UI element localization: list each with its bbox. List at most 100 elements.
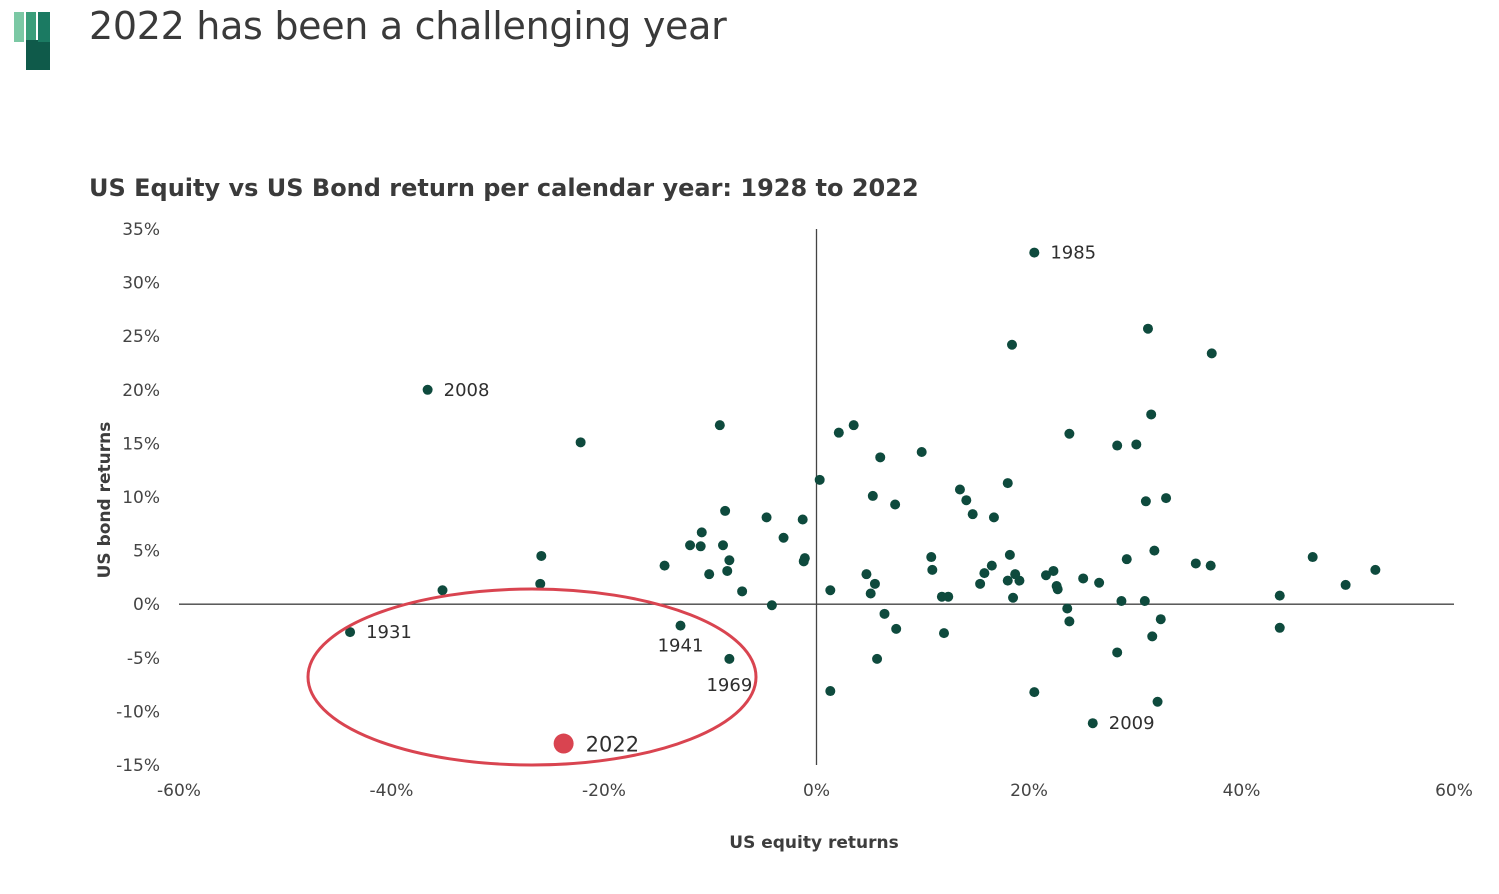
data-point — [1112, 647, 1123, 658]
data-point — [1206, 348, 1217, 359]
page-title: 2022 has been a challenging year — [89, 4, 727, 48]
data-point — [1064, 428, 1075, 439]
highlight-group: 2022 — [306, 587, 758, 767]
point-label: 1985 — [1050, 243, 1096, 264]
data-point — [536, 550, 547, 561]
data-point — [1112, 440, 1123, 451]
data-point — [927, 564, 938, 575]
data-point — [722, 565, 733, 576]
data-point — [535, 578, 546, 589]
data-point — [1152, 696, 1163, 707]
chart-title: US Equity vs US Bond return per calendar… — [89, 174, 919, 202]
labeled-point — [675, 620, 686, 631]
data-point — [1143, 323, 1153, 334]
data-point — [1064, 616, 1075, 627]
data-point — [1161, 493, 1172, 504]
labeled-point — [422, 384, 433, 395]
data-point — [797, 514, 808, 525]
y-tick-label: 15% — [122, 434, 160, 454]
point-label: 1941 — [658, 636, 704, 657]
data-point — [979, 568, 990, 579]
data-point — [1116, 595, 1127, 606]
data-point — [943, 591, 954, 602]
data-points — [437, 323, 1381, 707]
brand-logo — [14, 12, 50, 70]
data-point — [872, 653, 883, 664]
y-tick-label: 30% — [122, 274, 160, 294]
data-point — [926, 552, 937, 563]
labeled-point — [345, 627, 356, 638]
data-point — [1048, 565, 1059, 576]
logo-bar-light — [14, 12, 24, 42]
y-tick-label: 20% — [122, 381, 160, 401]
data-point — [825, 686, 836, 697]
axes — [179, 229, 1454, 765]
y-tick-label: 25% — [122, 327, 160, 347]
data-point — [778, 532, 789, 543]
data-point — [798, 556, 809, 567]
data-point — [861, 569, 872, 580]
data-point — [1062, 603, 1073, 614]
data-point — [1008, 592, 1019, 603]
data-point — [695, 541, 706, 552]
data-point — [875, 452, 886, 463]
y-tick-label: 0% — [133, 595, 160, 615]
data-point — [961, 495, 972, 506]
data-point — [1052, 584, 1063, 595]
y-tick-label: -5% — [127, 649, 160, 669]
data-point — [714, 420, 725, 431]
point-label: 2009 — [1109, 713, 1155, 734]
data-point — [1307, 552, 1318, 563]
y-tick-label: 10% — [122, 488, 160, 508]
data-point — [724, 555, 735, 566]
data-point — [437, 585, 448, 596]
x-tick-label: -20% — [582, 781, 626, 801]
labeled-point — [1087, 718, 1098, 729]
y-tick-label: 5% — [133, 542, 160, 562]
data-point — [1131, 439, 1142, 450]
x-axis-label: US equity returns — [729, 833, 898, 853]
data-point — [1340, 579, 1351, 590]
data-point — [1041, 570, 1051, 581]
data-point — [916, 446, 927, 457]
data-point — [865, 588, 876, 599]
x-tick-label: 40% — [1223, 781, 1261, 801]
data-point — [685, 540, 696, 551]
data-point — [867, 490, 878, 501]
data-point — [954, 484, 965, 495]
data-point — [1002, 478, 1013, 489]
highlight-point — [553, 733, 574, 754]
highlight-ellipse — [306, 587, 758, 767]
y-tick-label: 35% — [122, 220, 160, 240]
y-tick-label: -10% — [116, 702, 160, 722]
data-point — [1094, 577, 1105, 588]
data-point — [1121, 554, 1132, 565]
data-point — [967, 509, 978, 520]
x-tick-label: 60% — [1435, 781, 1473, 801]
data-point — [879, 608, 890, 619]
data-point — [1274, 590, 1285, 601]
point-label: 1969 — [706, 675, 752, 696]
tick-labels: -60% -40% -20% 0% 20% 40% 60% 35% 30% 25% 20% 15% 10… — [116, 220, 1473, 801]
x-tick-label: 0% — [803, 781, 830, 801]
logo-bar-dark — [26, 40, 50, 70]
data-point — [761, 512, 772, 523]
x-tick-label: -60% — [157, 781, 201, 801]
data-point — [1190, 558, 1201, 569]
data-point — [1007, 339, 1017, 350]
data-point — [833, 427, 844, 438]
data-point — [1002, 575, 1013, 586]
data-point — [848, 420, 859, 431]
data-point — [891, 623, 902, 634]
highlight-label: 2022 — [586, 733, 639, 757]
x-tick-label: 20% — [1010, 781, 1048, 801]
data-point — [1149, 545, 1160, 556]
labeled-point — [1029, 247, 1040, 258]
data-point — [869, 578, 880, 589]
data-point — [659, 560, 670, 571]
data-point — [766, 600, 777, 611]
data-point — [986, 560, 997, 571]
data-point — [1004, 549, 1015, 560]
data-point — [814, 474, 825, 485]
